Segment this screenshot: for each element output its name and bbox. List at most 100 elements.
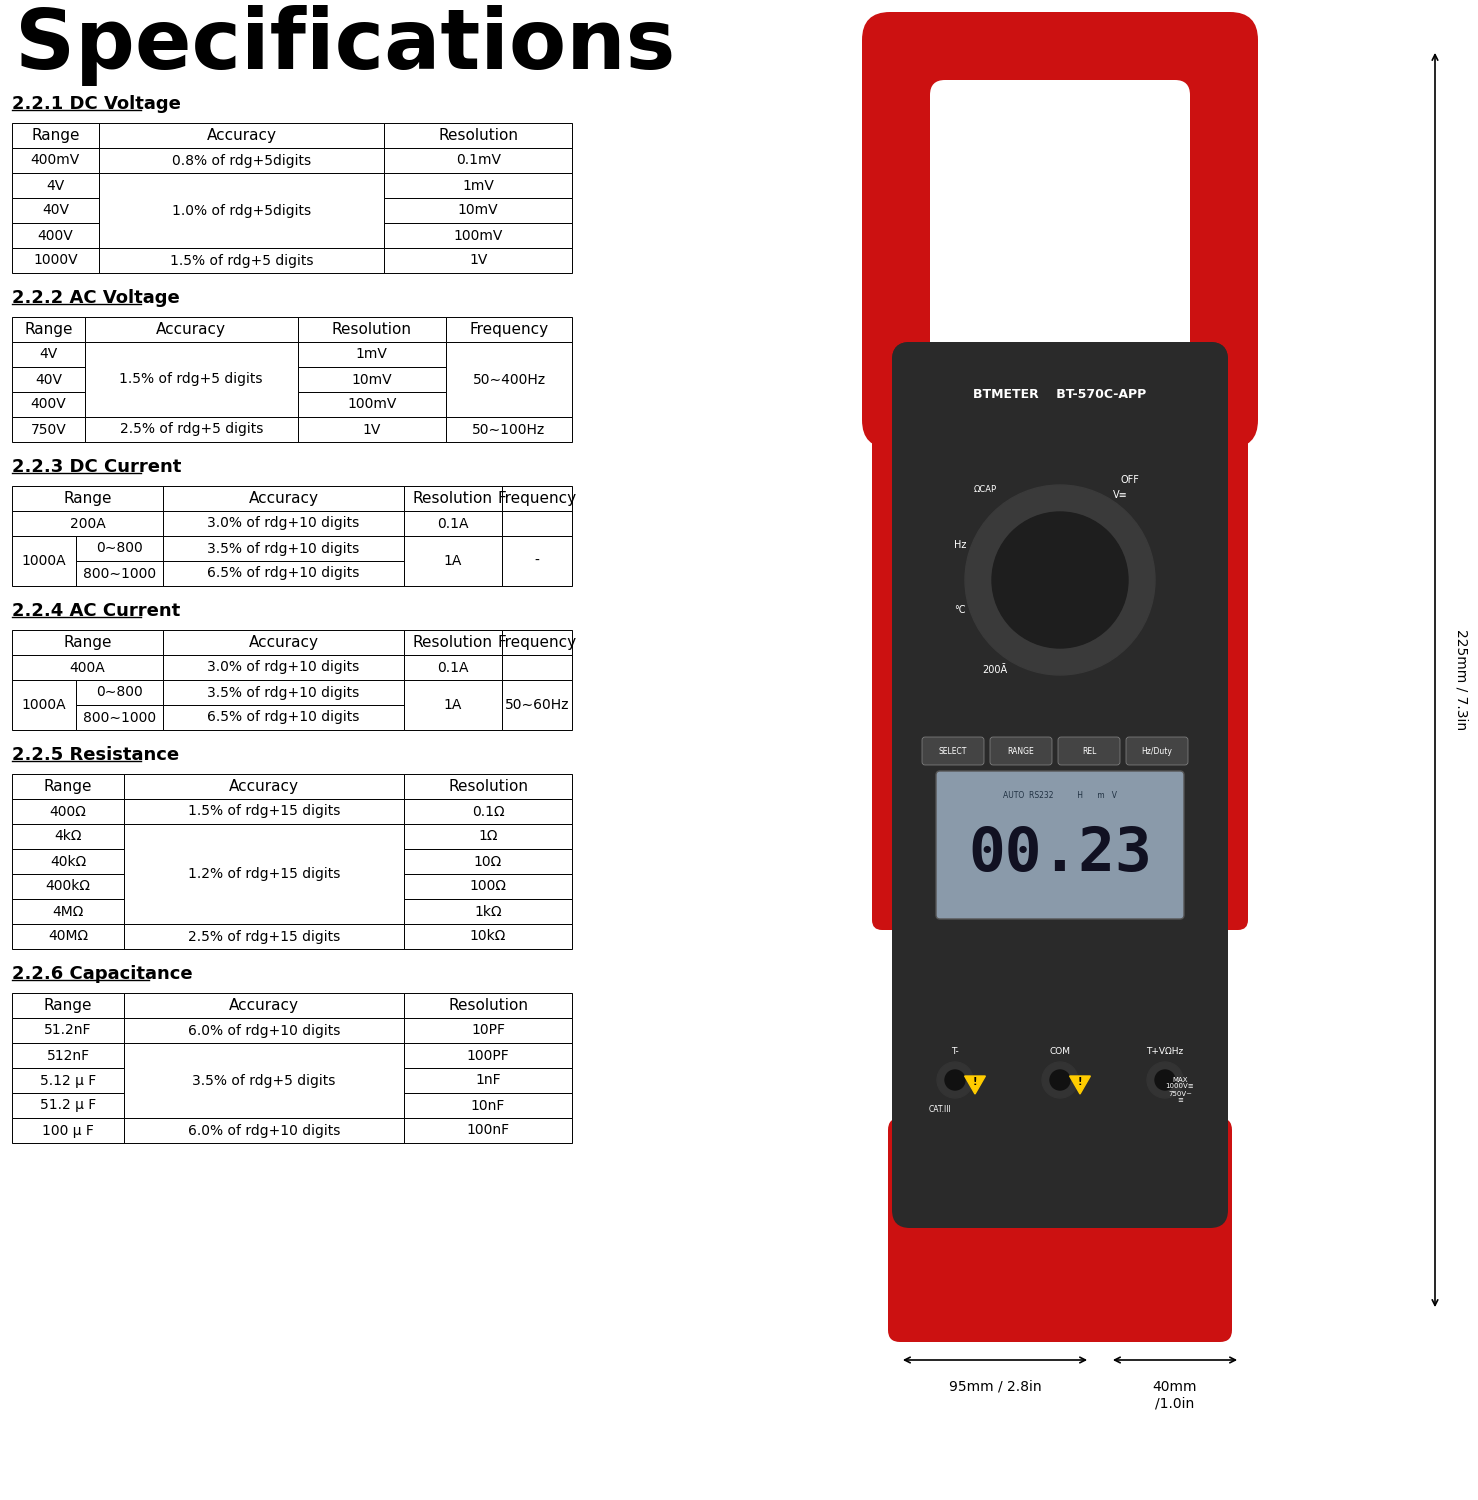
Text: !: ! [973,1077,977,1088]
Bar [403,849,572,874]
Text: Specifications: Specifications [15,4,675,86]
Text: SELECT: SELECT [939,747,967,756]
FancyBboxPatch shape [936,771,1184,920]
Text: 100mV: 100mV [347,398,396,411]
Bar [99,123,384,148]
Text: 800∼1000: 800∼1000 [83,567,155,580]
Bar [12,774,124,800]
FancyBboxPatch shape [1126,736,1188,765]
Text: 10mV: 10mV [458,204,498,218]
Bar [403,1019,572,1042]
Bar [12,512,163,536]
Text: 40mm
/1.0in: 40mm /1.0in [1153,1380,1197,1410]
Bar [124,993,403,1018]
FancyBboxPatch shape [1185,430,1247,930]
Text: 3.5% of rdg+10 digits: 3.5% of rdg+10 digits [207,686,359,699]
Bar [12,898,124,924]
Bar [503,630,572,656]
Bar [403,1042,572,1068]
Text: 1A: 1A [443,554,463,568]
Bar [12,123,99,148]
Bar [12,849,124,874]
Circle shape [965,484,1154,675]
Text: 2.2.3 DC Current: 2.2.3 DC Current [12,458,182,476]
Text: Accuracy: Accuracy [248,634,319,650]
Text: 6.0% of rdg+10 digits: 6.0% of rdg+10 digits [188,1023,340,1038]
Text: Resolution: Resolution [412,490,494,506]
Text: 40MΩ: 40MΩ [47,930,89,944]
Text: 3.5% of rdg+10 digits: 3.5% of rdg+10 digits [207,542,359,555]
Text: 4kΩ: 4kΩ [55,830,81,843]
Text: 2.2.2 AC Voltage: 2.2.2 AC Voltage [12,290,180,308]
Text: 50∼400Hz: 50∼400Hz [473,372,545,387]
Text: 1mV: 1mV [463,178,494,192]
Text: T-: T- [952,1047,959,1056]
Text: Hz/Duty: Hz/Duty [1141,747,1172,756]
Circle shape [944,1070,965,1090]
Text: 40V: 40V [35,372,62,387]
Text: 51.2nF: 51.2nF [44,1023,92,1038]
FancyBboxPatch shape [930,80,1190,405]
Circle shape [937,1062,973,1098]
Text: CAT.III: CAT.III [928,1106,952,1114]
Bar [12,680,75,730]
Text: OFF: OFF [1120,476,1140,484]
Text: REL: REL [1082,747,1097,756]
Text: 200Ā: 200Ā [983,664,1008,675]
Bar [12,224,99,248]
Text: 40V: 40V [41,204,69,218]
Bar [124,800,403,824]
Text: ΩCAP: ΩCAP [974,486,996,495]
Bar [12,824,124,849]
Text: T+VΩHz: T+VΩHz [1147,1047,1184,1056]
Text: 3.0% of rdg+10 digits: 3.0% of rdg+10 digits [207,516,359,531]
Bar [12,630,163,656]
Text: 800∼1000: 800∼1000 [83,711,155,724]
Text: Resolution: Resolution [437,128,519,142]
Text: 1A: 1A [443,698,463,712]
Text: 51.2 μ F: 51.2 μ F [40,1098,96,1113]
Bar [12,342,84,368]
Bar [503,536,572,586]
Bar [384,148,572,172]
Bar [403,680,503,730]
Text: 2.5% of rdg+5 digits: 2.5% of rdg+5 digits [120,423,263,436]
Text: MAX
1000V≡
750V~
≡: MAX 1000V≡ 750V~ ≡ [1166,1077,1194,1104]
Text: Accuracy: Accuracy [157,322,226,338]
Text: Range: Range [44,998,92,1012]
Bar [124,1118,403,1143]
Bar [403,774,572,800]
Text: 3.0% of rdg+10 digits: 3.0% of rdg+10 digits [207,660,359,675]
Bar [75,705,163,730]
Text: 100PF: 100PF [467,1048,510,1062]
Text: Range: Range [64,634,112,650]
Bar [163,512,403,536]
Text: Resolution: Resolution [448,998,528,1012]
Text: 225mm / 7.3in: 225mm / 7.3in [1454,630,1469,730]
Text: 1nF: 1nF [476,1074,501,1088]
Text: COM: COM [1049,1047,1070,1056]
Text: 0.1A: 0.1A [437,516,469,531]
FancyBboxPatch shape [862,12,1258,448]
Text: Range: Range [24,322,72,338]
Text: 0.1Ω: 0.1Ω [471,804,504,819]
Bar [446,342,572,417]
Circle shape [1049,1070,1070,1090]
Bar [84,342,297,417]
Text: 5.12 μ F: 5.12 μ F [40,1074,96,1088]
Bar [403,898,572,924]
Text: 750V: 750V [31,423,67,436]
Bar [384,224,572,248]
Bar [75,536,163,561]
Bar [446,316,572,342]
Bar [403,924,572,950]
Bar [384,172,572,198]
FancyBboxPatch shape [922,736,984,765]
FancyBboxPatch shape [1058,736,1120,765]
Bar [297,392,446,417]
Text: 40kΩ: 40kΩ [50,855,86,868]
Text: Accuracy: Accuracy [248,490,319,506]
FancyBboxPatch shape [893,342,1228,1328]
FancyBboxPatch shape [872,430,934,930]
Bar [84,316,297,342]
